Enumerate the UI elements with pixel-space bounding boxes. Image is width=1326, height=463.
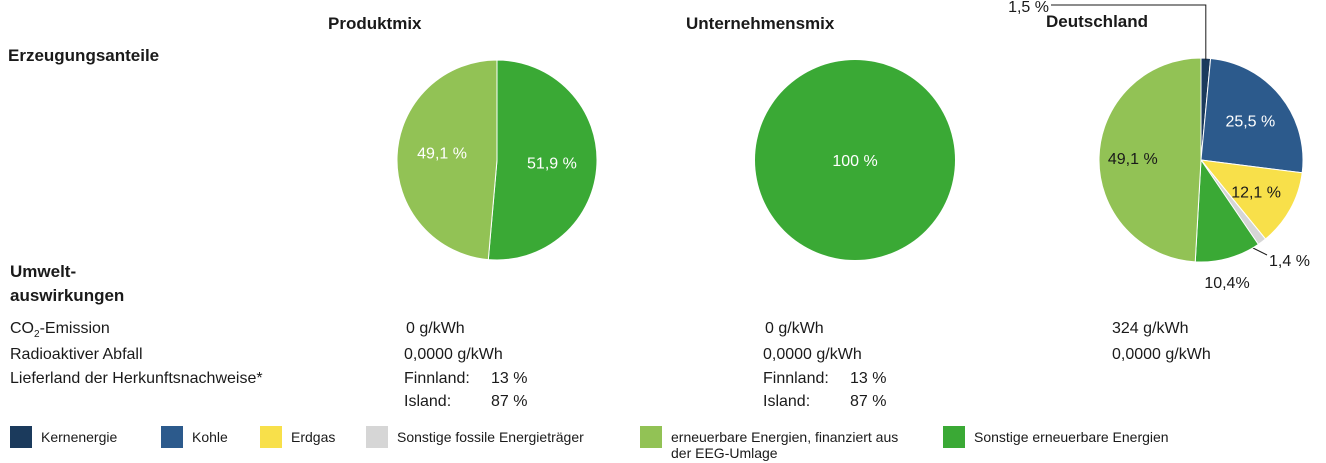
legend-label-erdgas: Erdgas [291,429,336,445]
chart-legend: Kernenergie Kohle Erdgas Sonstige fossil… [10,426,1310,461]
pie-chart-deutschland: 1,5 % 25,5 % 12,1 % 1,4 % 10,4% 49,1 % [1008,0,1310,292]
deutschland-co2-value: 324 g/kWh [1112,320,1189,337]
pie-slice-sonstige-erneuerbare [755,60,955,260]
unternehmensmix-liefer-pct-1: 13 % [850,370,887,387]
pie-label-sonstige-erneuerbare: 51,9 % [527,155,577,172]
pie-leader-kernenergie [1051,4,1207,61]
pie-label-sonstige-fossile: 1,4 % [1269,253,1310,270]
unternehmensmix-liefer-country-1: Finnland: [763,370,829,387]
legend-label-sonstige-erneuerbare: Sonstige erneuerbare Energien [974,429,1169,445]
legend-item-erneuerbare-eeg: erneuerbare Energien, finanziert aus der… [640,426,901,461]
pie-chart-unternehmensmix: 100 % [755,60,955,260]
legend-swatch-kohle [161,426,183,448]
legend-swatch-sonstige-fossile [366,426,388,448]
legend-label-kohle: Kohle [192,429,228,445]
legend-label-kernenergie: Kernenergie [41,429,118,445]
pie-chart-produktmix: 51,9 % 49,1 % [396,59,598,261]
pie-slice-erneuerbare-eeg [1098,57,1202,263]
section-umwelt-line1: Umwelt- [10,262,77,281]
header-deutschland: Deutschland [1046,12,1149,31]
unternehmensmix-radio-value: 0,0000 g/kWh [763,346,862,363]
produktmix-liefer-country-2: Island: [404,393,452,410]
header-unternehmensmix: Unternehmensmix [686,14,835,33]
unternehmensmix-co2-value: 0 g/kWh [765,320,824,337]
legend-label-sonstige-fossile: Sonstige fossile Energieträger [397,429,584,445]
header-produktmix: Produktmix [328,14,422,33]
pie-label-erneuerbare-eeg: 49,1 % [1108,151,1158,168]
pie-label-sonstige-erneuerbare: 10,4% [1204,275,1249,292]
pie-slice-erdgas [1199,159,1303,240]
radioaktiver-abfall-label: Radioaktiver Abfall [10,346,143,363]
pie-label-kernenergie: 1,5 % [1008,0,1049,16]
pie-label-kohle: 25,5 % [1225,113,1275,130]
legend-swatch-erneuerbare-eeg [640,426,662,448]
legend-item-sonstige-fossile: Sonstige fossile Energieträger [366,426,657,448]
legend-item-kohle: Kohle [161,426,452,448]
produktmix-liefer-pct-1: 13 % [491,370,528,387]
produktmix-co2-value: 0 g/kWh [406,320,465,337]
pie-label-erneuerbare-eeg: 49,1 % [417,146,467,163]
section-umwelt-line2: auswirkungen [10,286,125,305]
lieferland-label: Lieferland der Herkunftsnachweise* [10,370,263,387]
pie-label-sonstige-erneuerbare: 100 % [832,153,877,170]
legend-swatch-sonstige-erneuerbare [943,426,965,448]
produktmix-radio-value: 0,0000 g/kWh [404,346,503,363]
legend-item-kernenergie: Kernenergie [10,426,301,448]
section-erzeugungsanteile: Erzeugungsanteile [8,46,160,65]
legend-swatch-erdgas [260,426,282,448]
co2-emission-label: CO2-Emission [10,320,110,341]
produktmix-liefer-pct-2: 87 % [491,393,528,410]
pie-slice-kohle [1200,57,1304,174]
pie-slice-sonstige-erneuerbare [487,59,598,261]
pie-slice-erneuerbare-eeg [396,59,498,261]
unternehmensmix-liefer-pct-2: 87 % [850,393,887,410]
legend-item-sonstige-erneuerbare: Sonstige erneuerbare Energien [943,426,1234,448]
legend-label-erneuerbare-eeg: erneuerbare Energien, finanziert aus der… [671,429,899,461]
pie-label-erdgas: 12,1 % [1231,185,1281,202]
deutschland-radio-value: 0,0000 g/kWh [1112,346,1211,363]
unternehmensmix-liefer-country-2: Island: [763,393,811,410]
legend-item-erdgas: Erdgas [260,426,551,448]
legend-swatch-kernenergie [10,426,32,448]
produktmix-liefer-country-1: Finnland: [404,370,470,387]
